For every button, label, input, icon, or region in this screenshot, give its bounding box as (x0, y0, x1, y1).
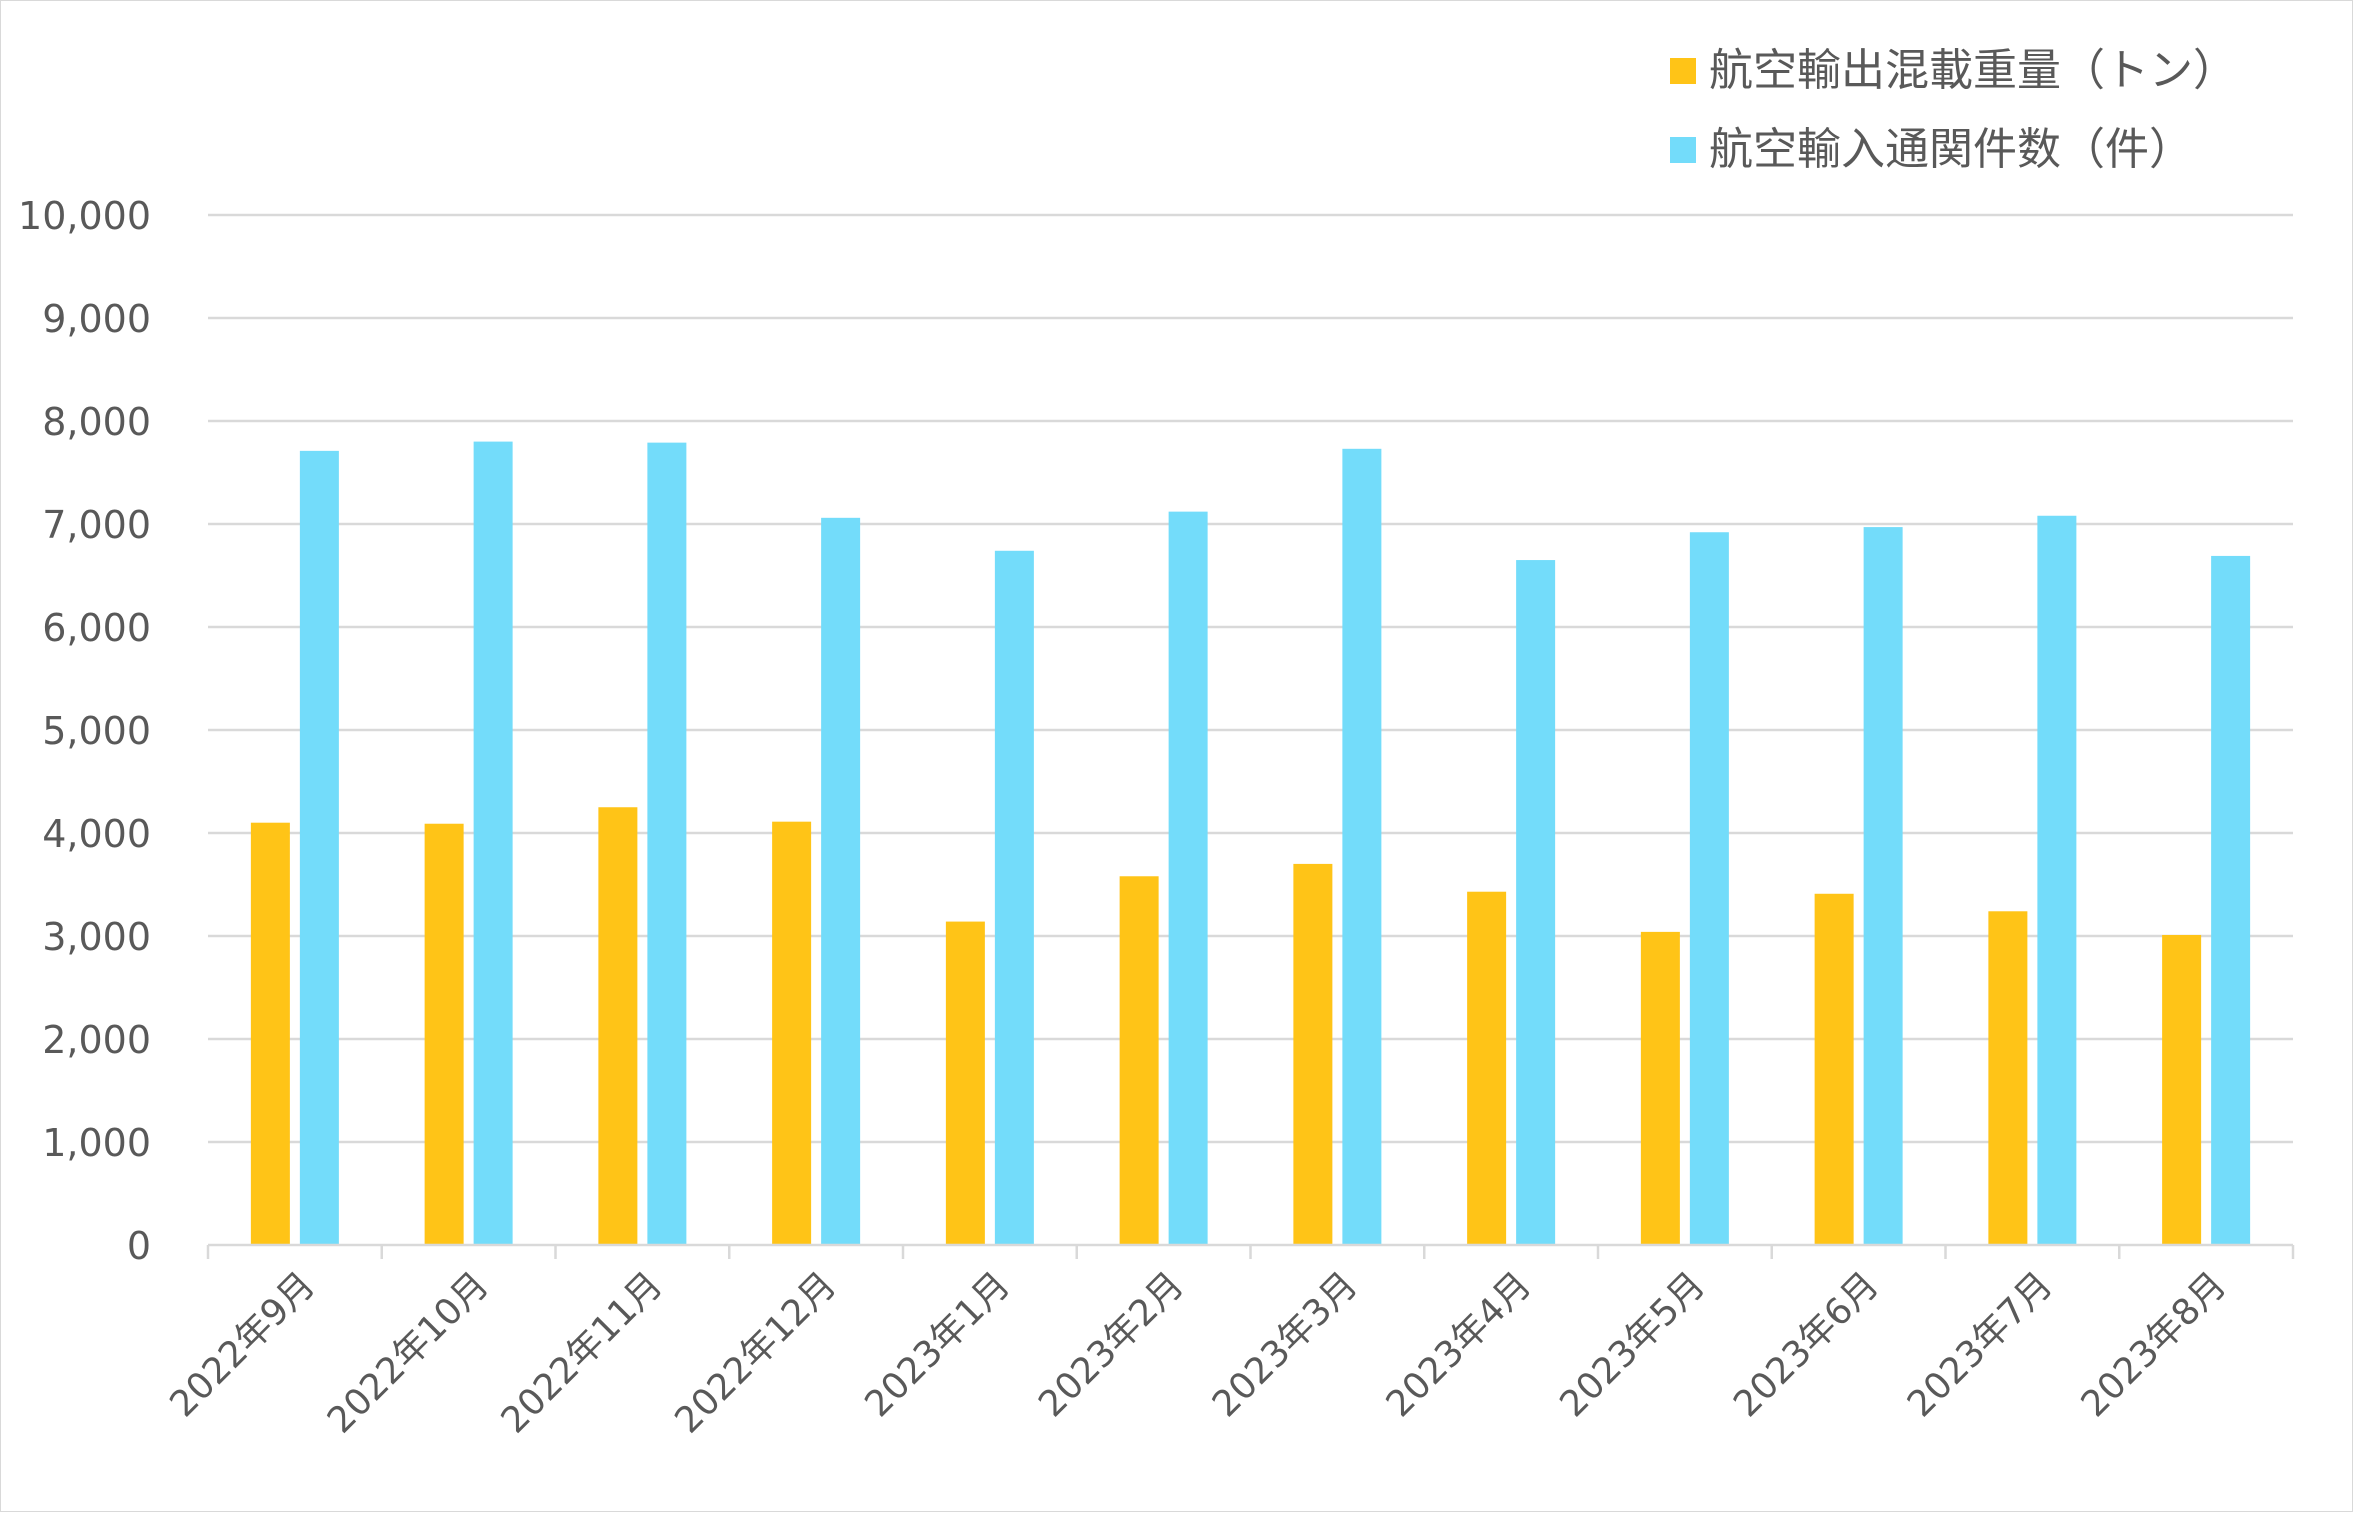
bar-import-clearances (821, 517, 861, 1245)
x-tick-label: 2022年10月 (320, 1264, 497, 1441)
y-tick-label: 8,000 (42, 400, 151, 444)
y-tick-label: 9,000 (42, 297, 151, 341)
x-tick-label: 2023年1月 (857, 1264, 1018, 1425)
y-tick-label: 4,000 (42, 812, 151, 856)
y-tick-label: 1,000 (42, 1121, 151, 1165)
x-tick-label: 2023年5月 (1552, 1264, 1713, 1425)
bars (250, 441, 2251, 1246)
legend-swatch-export-weight (1670, 58, 1696, 84)
x-tick-label: 2023年3月 (1205, 1264, 1366, 1425)
y-tick-label: 0 (127, 1224, 151, 1268)
bar-import-clearances (1689, 532, 1729, 1245)
bar-import-clearances (2037, 515, 2077, 1245)
y-tick-label: 7,000 (42, 503, 151, 547)
bar-import-clearances (1516, 560, 1556, 1245)
bar-export-weight (772, 821, 812, 1245)
x-tick-label: 2023年4月 (1379, 1264, 1540, 1425)
x-tick-label: 2022年12月 (667, 1264, 844, 1441)
bar-import-clearances (1863, 527, 1903, 1245)
bar-import-clearances (1342, 448, 1382, 1245)
legend-swatch-import-clearances (1670, 137, 1696, 163)
bar-import-clearances (2211, 555, 2251, 1245)
y-axis-ticks: 0 1,000 2,000 3,000 4,000 5,000 6,000 7,000 8,00… (18, 194, 151, 1268)
bar-import-clearances (647, 442, 687, 1245)
y-tick-label: 2,000 (42, 1018, 151, 1062)
legend: 航空輸出混載重量（トン） 航空輸入通関件数（件） (1670, 45, 2237, 175)
bar-import-clearances (473, 441, 513, 1246)
bar-import-clearances (994, 550, 1034, 1245)
legend-label-import-clearances: 航空輸入通関件数（件） (1709, 124, 2193, 175)
bar-export-weight (1640, 931, 1680, 1245)
x-tick-label: 2022年9月 (162, 1264, 323, 1425)
legend-label-export-weight: 航空輸出混載重量（トン） (1709, 45, 2237, 96)
y-tick-label: 5,000 (42, 709, 151, 753)
x-axis (206, 1243, 2295, 1259)
bar-export-weight (1119, 876, 1159, 1245)
bar-export-weight (1467, 891, 1507, 1245)
x-tick-label: 2023年2月 (1031, 1264, 1192, 1425)
bar-export-weight (1988, 911, 2028, 1245)
bar-import-clearances (299, 450, 339, 1245)
bar-export-weight (945, 921, 985, 1245)
bar-export-weight (598, 807, 638, 1245)
bar-export-weight (1293, 863, 1333, 1245)
bar-export-weight (250, 822, 290, 1245)
bar-export-weight (2162, 934, 2202, 1245)
bar-import-clearances (1168, 511, 1208, 1245)
x-tick-label: 2022年11月 (494, 1264, 671, 1441)
x-tick-label: 2023年8月 (2074, 1264, 2235, 1425)
y-tick-label: 10,000 (18, 194, 151, 238)
bar-export-weight (424, 823, 464, 1245)
bar-export-weight (1814, 893, 1854, 1245)
gridlines (208, 213, 2293, 1144)
x-tick-label: 2023年6月 (1726, 1264, 1887, 1425)
y-tick-label: 3,000 (42, 915, 151, 959)
x-tick-label: 2023年7月 (1900, 1264, 2061, 1425)
y-tick-label: 6,000 (42, 606, 151, 650)
